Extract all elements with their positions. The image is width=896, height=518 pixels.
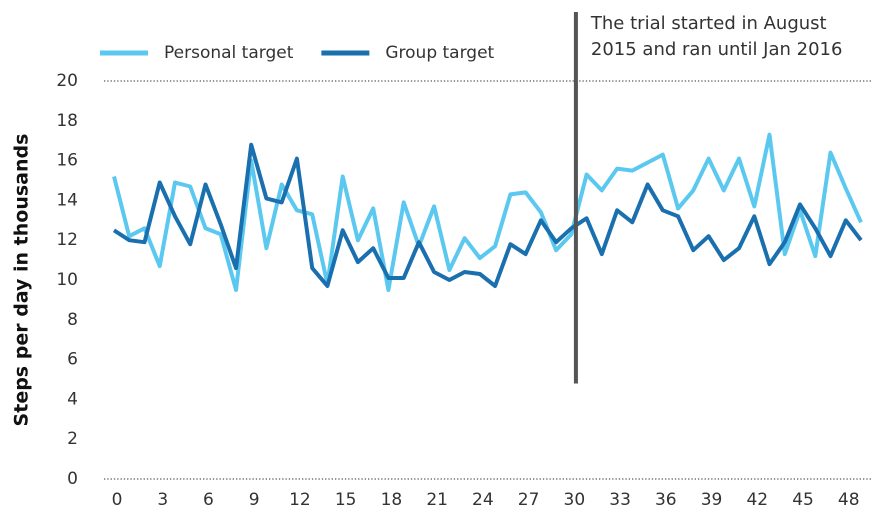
x-tick-label: 18 (381, 490, 403, 510)
y-axis-label: Steps per day in thousands (11, 134, 33, 427)
y-tick-label: 12 (56, 230, 78, 250)
x-tick-label: 15 (335, 490, 357, 510)
legend-label: Group target (385, 43, 494, 63)
y-tick-label: 2 (67, 429, 78, 449)
x-tick-label: 0 (112, 490, 123, 510)
x-tick-label: 3 (157, 490, 168, 510)
x-tick-label: 30 (564, 490, 586, 510)
x-tick-label: 27 (518, 490, 540, 510)
x-tick-label: 12 (289, 490, 311, 510)
x-tick-label: 42 (746, 490, 768, 510)
x-tick-label: 39 (701, 490, 723, 510)
x-tick-label: 9 (249, 490, 260, 510)
y-tick-label: 0 (67, 469, 78, 489)
y-tick-label: 8 (67, 310, 78, 330)
series-line (112, 132, 863, 292)
legend-label: Personal target (164, 43, 294, 63)
x-tick-label: 24 (472, 490, 494, 510)
x-tick-label: 6 (203, 490, 214, 510)
annotation-text: 2015 and ran until Jan 2016 (591, 39, 843, 60)
x-tick-label: 33 (609, 490, 631, 510)
y-tick-label: 16 (56, 151, 78, 171)
x-tick-label: 21 (426, 490, 448, 510)
annotation-text: The trial started in August (590, 13, 827, 34)
y-tick-label: 14 (56, 190, 78, 210)
x-tick-label: 45 (792, 490, 814, 510)
x-tick-label: 36 (655, 490, 677, 510)
y-tick-label: 10 (56, 270, 78, 290)
series-line (112, 142, 863, 288)
y-tick-label: 4 (67, 389, 78, 409)
y-tick-label: 18 (56, 111, 78, 131)
y-tick-label: 6 (67, 350, 78, 370)
x-tick-label: 48 (838, 490, 860, 510)
y-tick-label: 20 (56, 71, 78, 91)
